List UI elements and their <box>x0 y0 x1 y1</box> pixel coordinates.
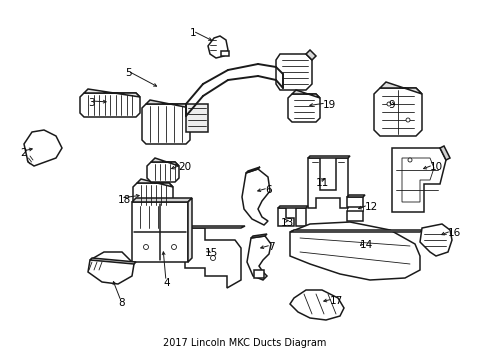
Text: 2: 2 <box>20 148 26 158</box>
Polygon shape <box>84 89 140 97</box>
Polygon shape <box>419 224 451 256</box>
Polygon shape <box>142 104 190 144</box>
Polygon shape <box>88 252 134 284</box>
Polygon shape <box>147 162 179 182</box>
Text: 10: 10 <box>429 162 442 172</box>
Polygon shape <box>146 100 190 108</box>
Polygon shape <box>289 222 419 280</box>
Polygon shape <box>289 230 423 232</box>
Text: 15: 15 <box>204 248 218 258</box>
Polygon shape <box>346 195 364 197</box>
Text: 20: 20 <box>178 162 191 172</box>
Polygon shape <box>287 94 319 122</box>
Text: 2017 Lincoln MKC Ducts Diagram: 2017 Lincoln MKC Ducts Diagram <box>163 338 325 348</box>
Polygon shape <box>137 179 173 187</box>
Polygon shape <box>132 198 192 202</box>
Polygon shape <box>245 167 260 173</box>
Bar <box>221 50 228 55</box>
Polygon shape <box>151 158 179 166</box>
Text: 6: 6 <box>264 185 271 195</box>
Polygon shape <box>401 158 433 202</box>
Polygon shape <box>133 183 173 207</box>
Polygon shape <box>346 211 362 221</box>
Polygon shape <box>305 50 315 60</box>
Text: 18: 18 <box>118 195 131 205</box>
Polygon shape <box>307 156 349 158</box>
Polygon shape <box>346 197 362 207</box>
Polygon shape <box>278 206 307 208</box>
Polygon shape <box>185 104 207 132</box>
Text: 5: 5 <box>125 68 131 78</box>
Polygon shape <box>207 36 227 58</box>
Polygon shape <box>379 82 421 94</box>
Polygon shape <box>307 158 347 208</box>
Polygon shape <box>289 290 343 320</box>
Text: 16: 16 <box>447 228 460 238</box>
Text: 8: 8 <box>118 298 124 308</box>
Polygon shape <box>184 226 244 228</box>
Polygon shape <box>439 146 449 160</box>
Text: 9: 9 <box>387 100 394 110</box>
Ellipse shape <box>171 244 176 249</box>
Text: 13: 13 <box>281 218 294 228</box>
Ellipse shape <box>386 102 390 106</box>
Text: 12: 12 <box>364 202 378 212</box>
Text: 14: 14 <box>359 240 372 250</box>
Polygon shape <box>250 234 266 238</box>
Text: 3: 3 <box>88 98 95 108</box>
Polygon shape <box>90 258 136 264</box>
Polygon shape <box>278 208 293 226</box>
Polygon shape <box>242 169 269 225</box>
Polygon shape <box>132 202 187 262</box>
Text: 17: 17 <box>329 296 343 306</box>
Polygon shape <box>373 88 421 136</box>
Ellipse shape <box>210 256 215 261</box>
Polygon shape <box>295 208 305 226</box>
Polygon shape <box>246 236 270 280</box>
Polygon shape <box>187 198 192 262</box>
Polygon shape <box>391 148 445 212</box>
Polygon shape <box>275 54 311 90</box>
Polygon shape <box>291 90 319 98</box>
Ellipse shape <box>405 118 409 122</box>
Polygon shape <box>80 93 140 117</box>
Text: 19: 19 <box>323 100 336 110</box>
Polygon shape <box>184 228 241 288</box>
Text: 11: 11 <box>315 178 328 188</box>
Ellipse shape <box>143 244 148 249</box>
Ellipse shape <box>407 158 411 162</box>
Text: 4: 4 <box>163 278 169 288</box>
Bar <box>253 270 264 278</box>
Text: 1: 1 <box>190 28 196 38</box>
Text: 7: 7 <box>267 242 274 252</box>
Polygon shape <box>24 130 62 166</box>
